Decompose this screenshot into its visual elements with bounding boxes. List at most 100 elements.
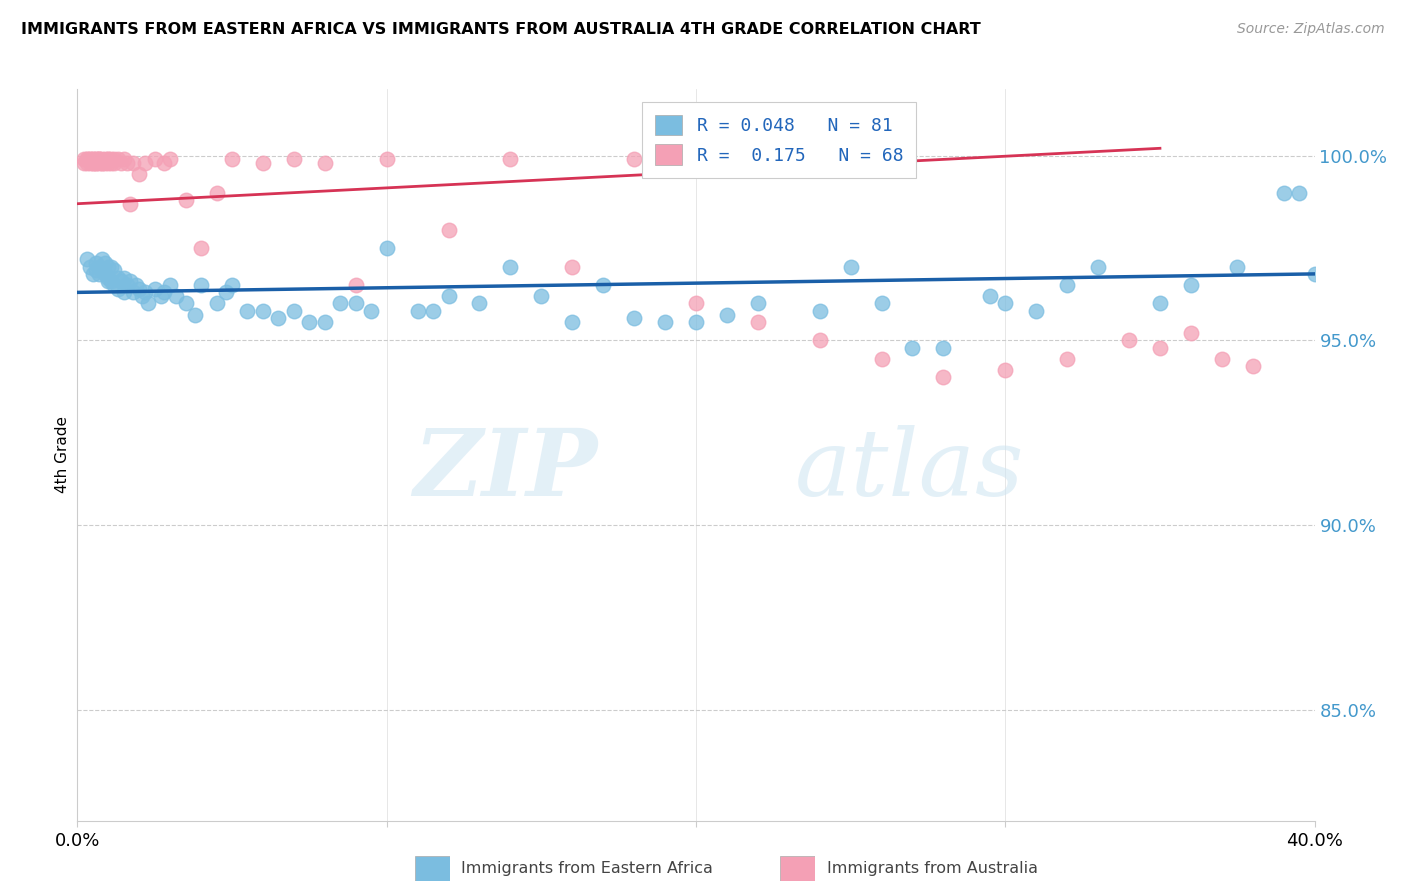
Point xyxy=(623,311,645,326)
Point xyxy=(870,296,893,310)
Point xyxy=(422,303,444,318)
Point xyxy=(84,153,107,167)
Point xyxy=(1180,277,1202,292)
Legend: R = 0.048   N = 81, R =  0.175   N = 68: R = 0.048 N = 81, R = 0.175 N = 68 xyxy=(643,102,915,178)
Point xyxy=(82,156,104,170)
Point xyxy=(236,303,259,318)
Point xyxy=(87,153,110,167)
Point xyxy=(1149,341,1171,355)
Point xyxy=(808,303,831,318)
Point xyxy=(76,252,98,267)
Point xyxy=(747,315,769,329)
Point xyxy=(360,303,382,318)
Point xyxy=(654,315,676,329)
Point xyxy=(685,315,707,329)
Point xyxy=(72,153,94,167)
Text: Immigrants from Australia: Immigrants from Australia xyxy=(827,862,1038,876)
Point xyxy=(468,296,491,310)
Point xyxy=(76,153,98,167)
Point xyxy=(91,156,114,170)
Point xyxy=(994,296,1017,310)
Point xyxy=(530,289,553,303)
Point xyxy=(252,156,274,170)
Point xyxy=(97,153,120,167)
Point xyxy=(72,156,94,170)
Point xyxy=(190,241,212,255)
Point xyxy=(1303,267,1326,281)
Point xyxy=(1087,260,1109,274)
Point xyxy=(91,156,114,170)
Point xyxy=(125,277,148,292)
Point xyxy=(84,156,107,170)
Point xyxy=(118,274,141,288)
Point xyxy=(221,277,243,292)
Point xyxy=(84,156,107,170)
Point xyxy=(82,156,104,170)
Point xyxy=(153,285,176,300)
Point xyxy=(82,153,104,167)
Point xyxy=(84,263,107,277)
Point xyxy=(100,153,122,167)
Y-axis label: 4th Grade: 4th Grade xyxy=(55,417,70,493)
Point xyxy=(84,153,107,167)
Point xyxy=(149,289,172,303)
Point xyxy=(118,196,141,211)
Point xyxy=(561,315,583,329)
Point xyxy=(1241,359,1264,374)
Point xyxy=(115,156,138,170)
Point xyxy=(153,156,176,170)
Point xyxy=(115,277,138,292)
Point xyxy=(499,260,522,274)
Point xyxy=(100,274,122,288)
Point xyxy=(344,296,367,310)
Point xyxy=(87,260,110,274)
Point xyxy=(82,153,104,167)
Point xyxy=(94,156,117,170)
Point xyxy=(76,153,98,167)
Point xyxy=(979,289,1001,303)
Point xyxy=(685,296,707,310)
Point xyxy=(437,222,460,236)
Point xyxy=(870,351,893,366)
Point xyxy=(134,285,156,300)
Point xyxy=(87,153,110,167)
Point xyxy=(267,311,290,326)
Point xyxy=(932,370,955,384)
Point xyxy=(91,153,114,167)
Text: atlas: atlas xyxy=(794,425,1025,515)
Point xyxy=(901,341,924,355)
Point xyxy=(839,260,862,274)
Point xyxy=(932,341,955,355)
Point xyxy=(994,363,1017,377)
Point xyxy=(1211,351,1233,366)
Point xyxy=(298,315,321,329)
Point xyxy=(128,282,150,296)
Point xyxy=(1025,303,1047,318)
Point xyxy=(406,303,429,318)
Point xyxy=(1056,277,1078,292)
Point xyxy=(103,153,125,167)
Point xyxy=(94,267,117,281)
Point xyxy=(82,267,104,281)
Point xyxy=(375,153,398,167)
Point xyxy=(107,270,129,285)
Point xyxy=(215,285,238,300)
Point xyxy=(97,270,120,285)
Point xyxy=(1118,334,1140,348)
Point xyxy=(314,315,336,329)
Point xyxy=(97,274,120,288)
Point xyxy=(143,282,166,296)
Point xyxy=(107,282,129,296)
Point xyxy=(592,277,614,292)
Point xyxy=(375,241,398,255)
Point xyxy=(159,277,181,292)
Point xyxy=(252,303,274,318)
Point xyxy=(1288,186,1310,200)
Point xyxy=(314,156,336,170)
Point xyxy=(138,296,160,310)
Point xyxy=(205,296,228,310)
Point xyxy=(1272,186,1295,200)
Point xyxy=(110,274,132,288)
Point xyxy=(174,296,197,310)
Point xyxy=(205,186,228,200)
